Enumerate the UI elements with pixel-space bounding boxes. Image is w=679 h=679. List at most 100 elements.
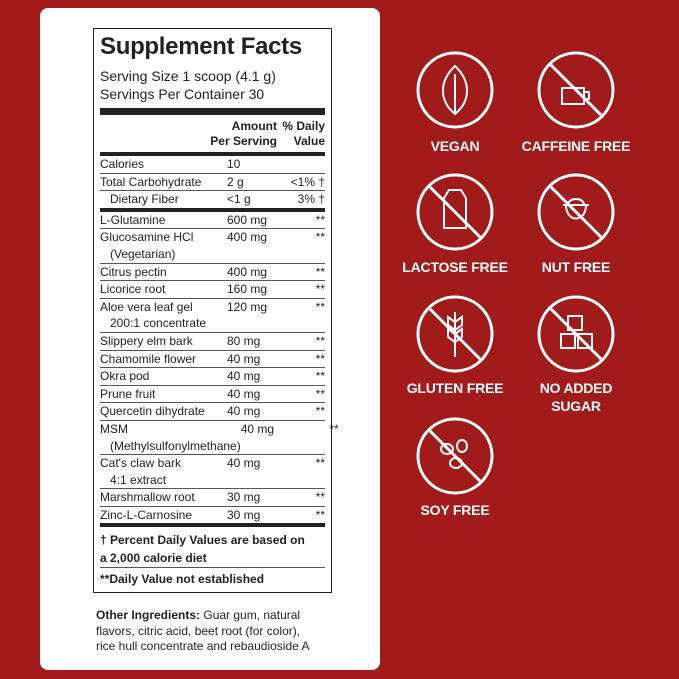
- daily-value: **: [315, 212, 325, 227]
- nutrient-name: Citrus pectin: [100, 264, 227, 281]
- name-line: L-Glutamine: [100, 212, 166, 227]
- other-line: flavors, citric acid, beet root (for col…: [96, 623, 301, 638]
- fact-row: MSM (Methylsulfonylmethane) 40 mg **: [100, 419, 339, 454]
- badge-line: CAFFEINE FREE: [521, 138, 631, 154]
- name-line: 4:1 extract: [110, 472, 167, 487]
- facts-title: Supplement Facts: [100, 33, 302, 60]
- amount: 10: [227, 157, 241, 171]
- fact-row: Total Carbohydrate 2 g <1% †: [100, 172, 325, 191]
- nutrient-name: Total Carbohydrate: [100, 174, 227, 191]
- nutrient-name: Licorice root: [100, 281, 227, 298]
- badge-line: SUGAR: [551, 398, 601, 414]
- fact-row: L-Glutamine 600 mg **: [100, 212, 325, 229]
- name-line: Chamomile flower: [100, 351, 197, 366]
- nutrient-name: Aloe vera leaf gel 200:1 concentrate: [100, 299, 227, 332]
- column-header: Amount Per Serving % Daily Value: [100, 119, 325, 152]
- dv-header: % Daily Value: [277, 119, 325, 149]
- amount: 40 mg: [227, 404, 261, 419]
- fact-row: Zinc-L-Carnosine 30 mg **: [100, 505, 325, 524]
- name-line: Licorice root: [100, 282, 166, 297]
- daily-value: **: [315, 333, 325, 348]
- fact-row: Marshmallow root 30 mg **: [100, 488, 325, 506]
- badge-label: NUT FREE: [511, 258, 641, 276]
- nutrient-name: Chamomile flower: [100, 351, 227, 368]
- rule: [100, 108, 325, 115]
- fact-row: Okra pod 40 mg **: [100, 367, 325, 385]
- header-line: % Daily: [282, 119, 325, 133]
- daily-value: **: [329, 421, 339, 436]
- fact-row: Dietary Fiber <1 g 3% †: [100, 190, 325, 208]
- name-line: 200:1 concentrate: [110, 316, 207, 331]
- amount: 40 mg: [227, 351, 261, 366]
- name-line: Calories: [100, 157, 145, 171]
- badge-line: VEGAN: [430, 138, 480, 154]
- amount: 40 mg: [227, 386, 261, 401]
- fact-row: Citrus pectin 400 mg **: [100, 262, 325, 281]
- name-line: MSM: [100, 421, 128, 436]
- daily-value: **: [315, 369, 325, 384]
- gluten-icon: [416, 295, 494, 373]
- badge-label: SOY FREE: [390, 501, 520, 519]
- footnote-line: a 2,000 calorie diet: [100, 551, 207, 566]
- name-line: Okra pod: [100, 369, 150, 384]
- fact-row: Calories 10: [100, 156, 325, 173]
- rule: [100, 152, 325, 156]
- nutrient-name: Okra pod: [100, 368, 227, 385]
- daily-value: **: [315, 456, 325, 471]
- ingredient-rows: L-Glutamine 600 mg ** Glucosamine HCl (Veget…: [100, 212, 339, 524]
- daily-value: **: [315, 351, 325, 366]
- facts-panel: Supplement Facts Serving Size 1 scoop (4…: [93, 28, 339, 594]
- amount: 30 mg: [227, 507, 261, 522]
- nutrient-name: Zinc-L-Carnosine: [100, 507, 227, 524]
- daily-value: **: [315, 230, 325, 245]
- amount: 2 g: [227, 174, 244, 189]
- nutrient-name: Slippery elm bark: [100, 333, 227, 350]
- lactose-icon: [416, 173, 494, 251]
- daily-value: <1% †: [290, 174, 325, 189]
- fact-row: Cat's claw bark 4:1 extract 40 mg **: [100, 454, 325, 488]
- amount: 40 mg: [240, 421, 275, 436]
- nutrient-name: Dietary Fiber: [100, 191, 227, 208]
- top-rows: Calories 10 Total Carbohydrate 2 g <1% † Diet…: [100, 156, 325, 208]
- daily-value: **: [315, 507, 325, 522]
- other-ingredients: Other Ingredients: Guar gum, natural flav…: [96, 608, 336, 655]
- fact-row: Quercetin dihydrate 40 mg **: [100, 402, 325, 420]
- nut-icon: [537, 173, 615, 251]
- other-line: rice hull concentrate and rebaudioside A: [96, 639, 310, 653]
- nutrient-name: L-Glutamine: [100, 212, 227, 229]
- badge-line: LACTOSE FREE: [402, 259, 508, 275]
- name-line: Slippery elm bark: [100, 333, 193, 348]
- nutrient-name: MSM (Methylsulfonylmethane): [100, 421, 241, 454]
- daily-value: **: [315, 299, 325, 314]
- name-line: Aloe vera leaf gel: [100, 299, 193, 314]
- fact-row: Slippery elm bark 80 mg **: [100, 331, 325, 350]
- nutrient-name: Cat's claw bark 4:1 extract: [100, 455, 227, 488]
- vegan-icon: [416, 51, 494, 129]
- amount: 80 mg: [227, 333, 261, 348]
- nutrient-name: Prune fruit: [100, 386, 227, 403]
- daily-value: **: [315, 282, 325, 297]
- facts-card: Supplement Facts Serving Size 1 scoop (4…: [40, 8, 380, 670]
- name-line: Total Carbohydrate: [100, 174, 202, 189]
- nutrient-name: Quercetin dihydrate: [100, 403, 227, 420]
- badge-label: VEGAN: [390, 137, 520, 155]
- amount: 120 mg: [227, 299, 268, 314]
- fact-row: Glucosamine HCl (Vegetarian) 400 mg **: [100, 228, 325, 262]
- badge-line: NO ADDED: [539, 380, 613, 396]
- amount: 40 mg: [227, 456, 261, 471]
- name-line: Cat's claw bark: [100, 456, 181, 471]
- name-line: Zinc-L-Carnosine: [100, 507, 193, 522]
- serving-size: Serving Size 1 scoop (4.1 g): [100, 68, 276, 84]
- soy-icon: [416, 417, 494, 495]
- amount: 600 mg: [227, 212, 268, 227]
- amount: <1 g: [227, 192, 251, 207]
- badge-label: GLUTEN FREE: [390, 379, 520, 397]
- daily-value: **: [315, 264, 325, 279]
- daily-value: **: [315, 490, 325, 505]
- footnote-star: **Daily Value not established: [100, 567, 325, 588]
- nutrient-name: Marshmallow root: [100, 489, 227, 506]
- name-line: Dietary Fiber: [110, 192, 179, 207]
- fact-row: Chamomile flower 40 mg **: [100, 349, 325, 368]
